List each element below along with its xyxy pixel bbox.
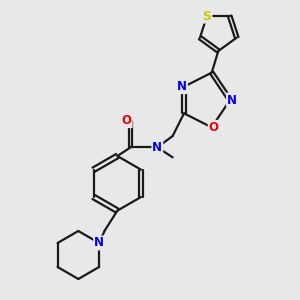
Text: N: N — [227, 94, 237, 106]
Text: N: N — [94, 236, 104, 250]
Text: N: N — [152, 141, 162, 154]
Text: O: O — [122, 114, 132, 127]
Text: O: O — [209, 121, 219, 134]
Text: S: S — [202, 10, 211, 22]
Text: N: N — [177, 80, 187, 93]
